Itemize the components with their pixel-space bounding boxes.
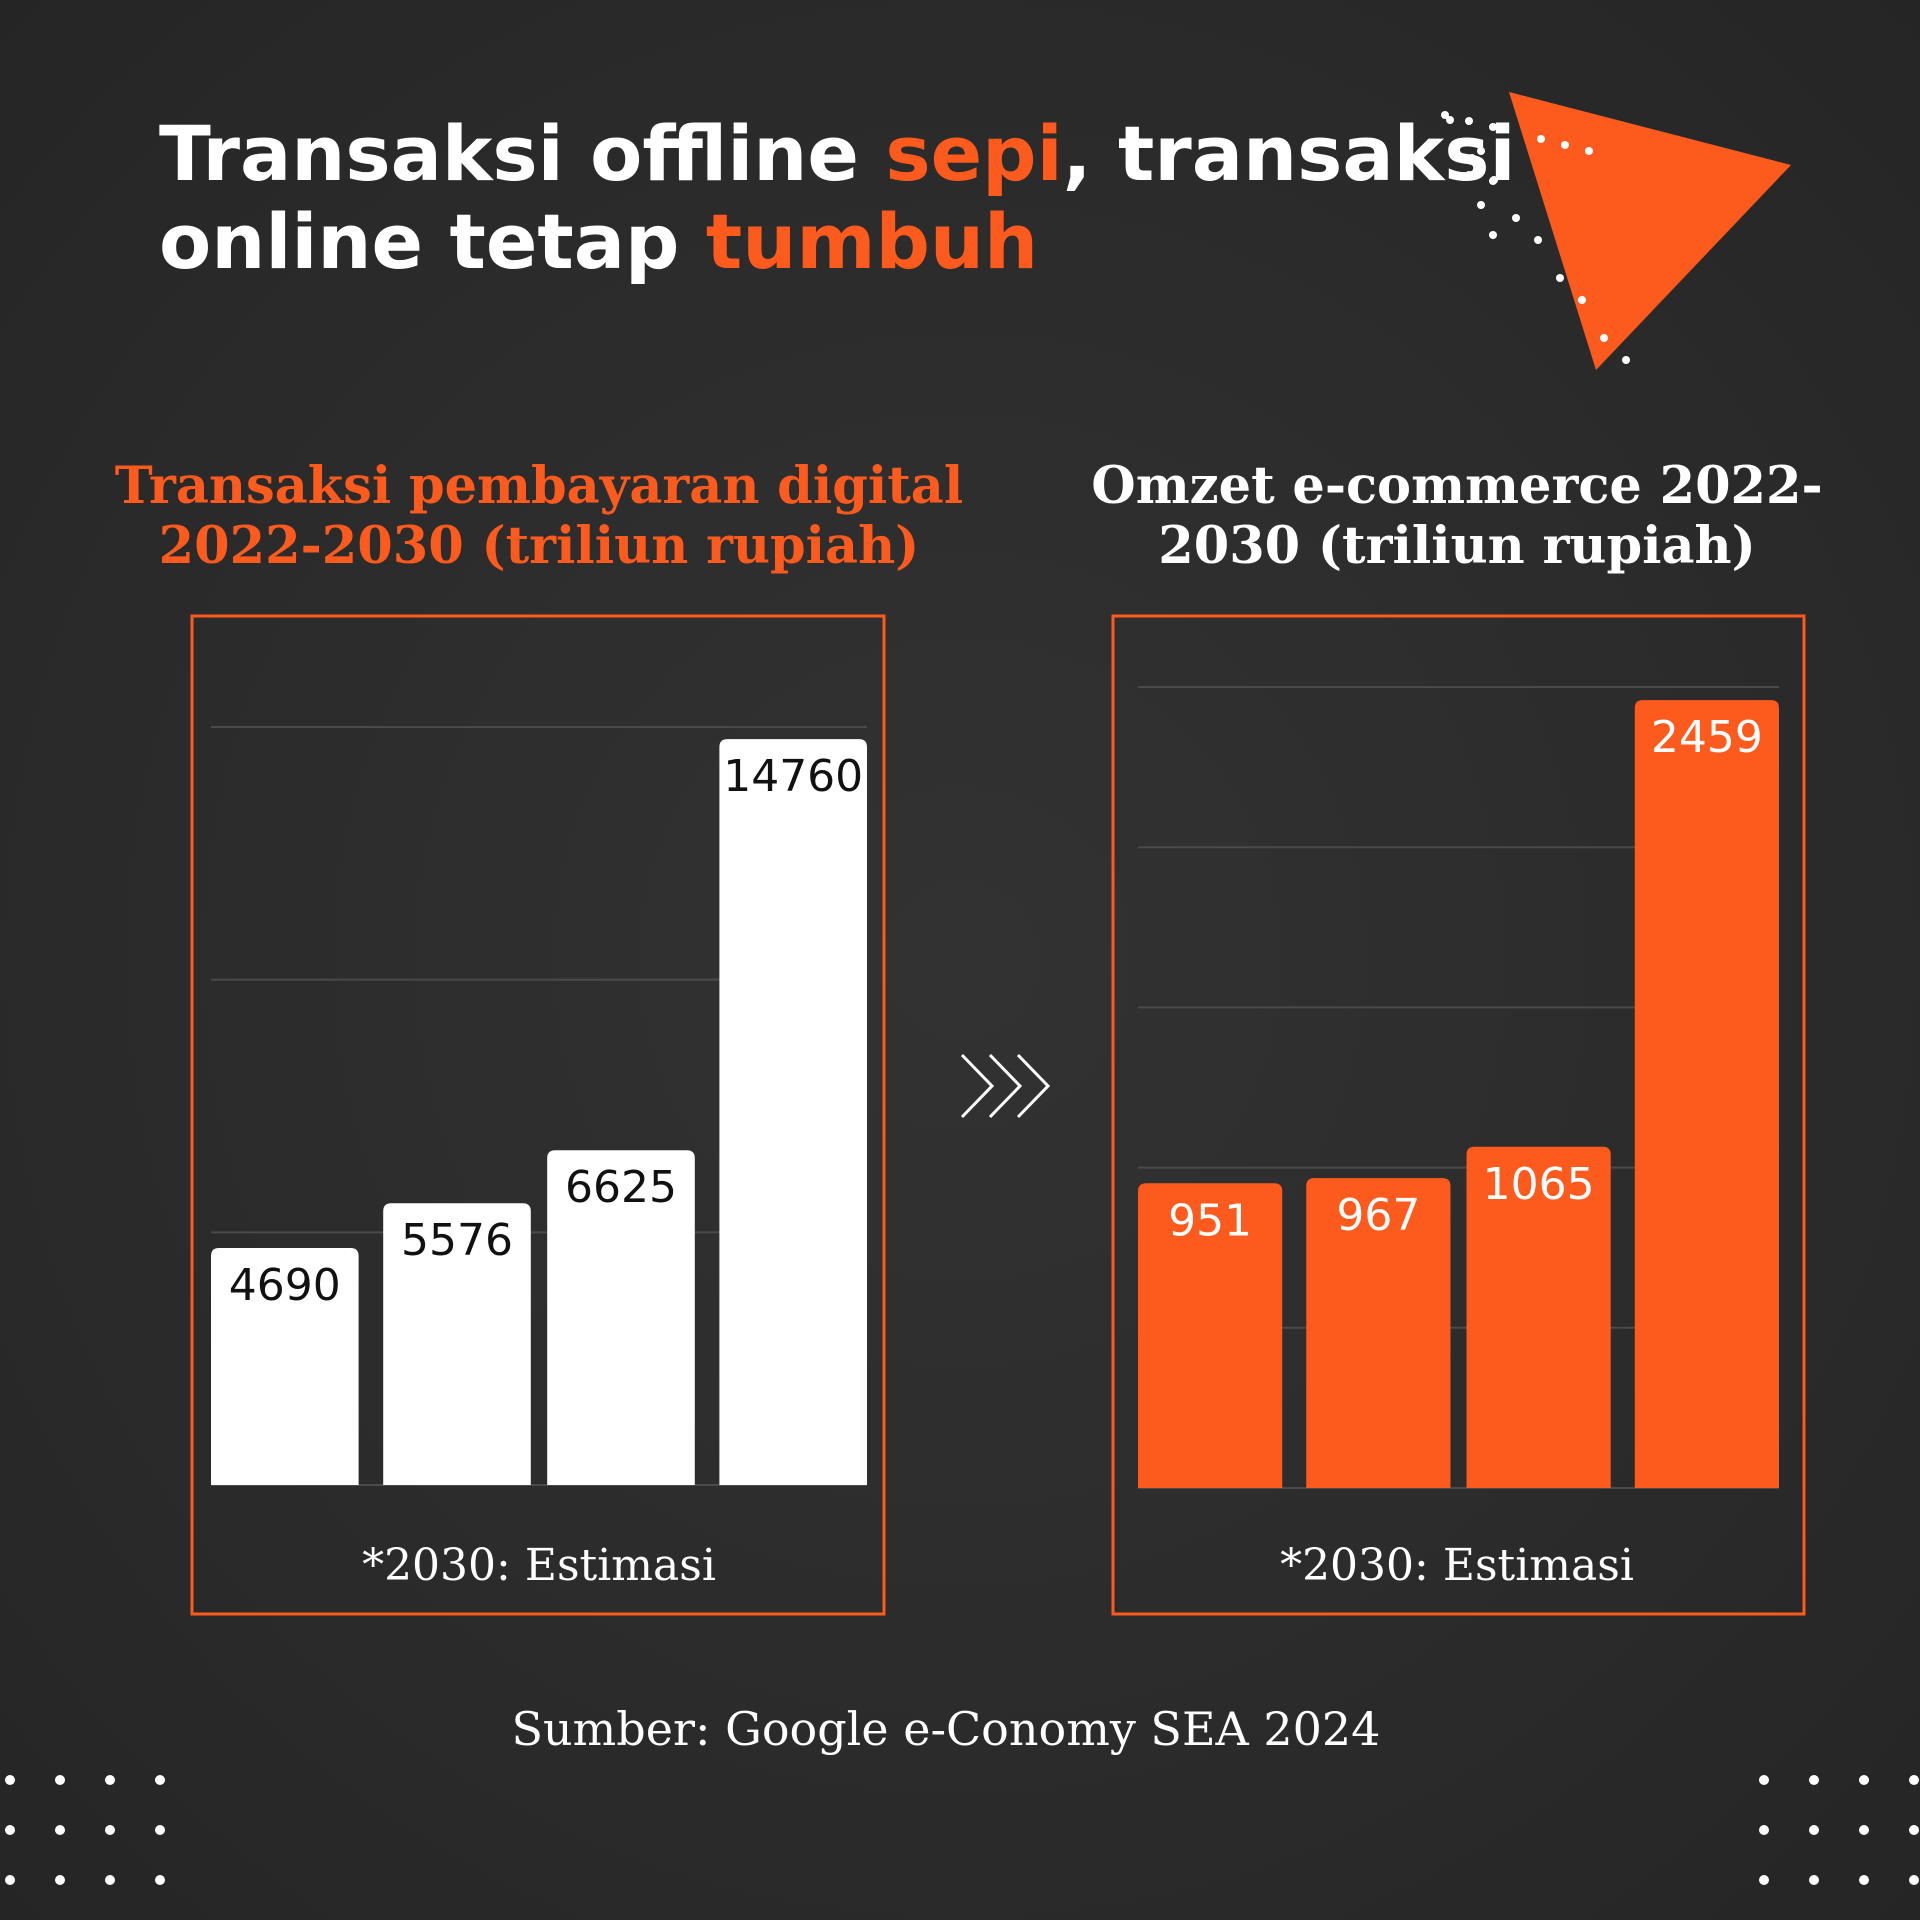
dot	[55, 1875, 65, 1885]
dot	[1759, 1875, 1769, 1885]
bar	[719, 739, 867, 1485]
dot	[1537, 135, 1545, 143]
value-label: 5576	[401, 1215, 513, 1266]
dot	[1489, 123, 1497, 131]
chart-frame	[1111, 614, 1806, 1616]
dot	[155, 1775, 165, 1785]
dot	[1556, 274, 1564, 282]
chevrons	[960, 1053, 1051, 1119]
dot	[1468, 154, 1476, 162]
bar	[1306, 1178, 1451, 1488]
chart-title: Transaksi pembayaran digital	[115, 456, 963, 516]
chart-note: *2030: Estimasi	[362, 1540, 716, 1591]
dot	[1809, 1825, 1819, 1835]
title-highlight: tumbuh	[706, 197, 1038, 286]
dot	[55, 1825, 65, 1835]
dot	[5, 1875, 15, 1885]
chart-note: *2030: Estimasi	[1280, 1540, 1634, 1591]
dot	[1759, 1775, 1769, 1785]
dot	[1909, 1775, 1919, 1785]
value-label: 967	[1336, 1190, 1420, 1241]
title-line-1: Transaksi offline sepi, transaksi	[159, 109, 1516, 198]
value-label: 4690	[229, 1260, 341, 1311]
value-label: 951	[1168, 1195, 1252, 1246]
dot	[1809, 1875, 1819, 1885]
dot	[1759, 1825, 1769, 1835]
decor-dots	[5, 111, 1919, 1885]
chart-frame	[190, 614, 886, 1616]
dot	[1465, 171, 1473, 179]
dot	[1622, 356, 1630, 364]
bar	[1138, 1183, 1283, 1488]
source: Sumber: Google e-Conomy SEA 2024	[512, 1702, 1381, 1756]
dot	[1490, 176, 1498, 184]
dot	[155, 1875, 165, 1885]
value-label: 14760	[723, 751, 863, 802]
dot	[1859, 1825, 1869, 1835]
chart-title: 2030 (triliun rupiah)	[1158, 516, 1756, 576]
dot	[1809, 1775, 1819, 1785]
value-label: 1065	[1483, 1159, 1595, 1210]
title-part: , transaksi	[1063, 109, 1516, 198]
dot	[1600, 334, 1608, 342]
dot	[155, 1825, 165, 1835]
dot	[1859, 1875, 1869, 1885]
title-part: online tetap	[159, 197, 706, 286]
dot	[1909, 1825, 1919, 1835]
title-highlight: sepi	[885, 109, 1062, 198]
title-part: Transaksi offline	[159, 109, 885, 198]
dot	[1453, 141, 1461, 149]
dot	[5, 1775, 15, 1785]
dot	[1578, 296, 1586, 304]
dot	[105, 1875, 115, 1885]
dot	[1561, 141, 1569, 149]
dot	[1585, 147, 1593, 155]
dot	[1909, 1875, 1919, 1885]
dot	[1477, 201, 1485, 209]
dot	[105, 1775, 115, 1785]
dot	[1489, 231, 1497, 239]
dot	[1534, 236, 1542, 244]
value-label: 2459	[1651, 712, 1763, 763]
dot	[105, 1825, 115, 1835]
bar	[1466, 1146, 1611, 1488]
dot	[1512, 214, 1520, 222]
value-label: 6625	[565, 1162, 677, 1213]
dot	[1859, 1775, 1869, 1785]
bar	[547, 1150, 695, 1485]
dot	[55, 1775, 65, 1785]
bar	[1634, 700, 1779, 1488]
dot	[1441, 111, 1449, 119]
dot	[5, 1825, 15, 1835]
dot	[1465, 117, 1473, 125]
bar	[211, 1247, 359, 1485]
bar	[383, 1203, 531, 1485]
chart-title: Omzet e-commerce 2022-	[1091, 456, 1822, 516]
chart-title: 2022-2030 (triliun rupiah)	[159, 516, 920, 576]
dot	[1477, 147, 1485, 155]
dot	[1446, 116, 1454, 124]
title-line-2: online tetap tumbuh	[159, 197, 1038, 286]
